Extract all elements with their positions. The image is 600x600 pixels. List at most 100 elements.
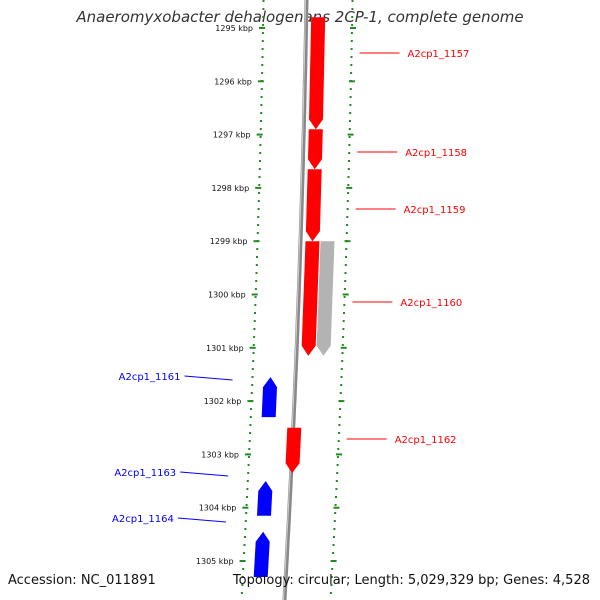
scale-dot bbox=[258, 192, 261, 194]
scale-tick-label: 1296 kbp bbox=[214, 77, 252, 86]
outer-scale-dot bbox=[335, 480, 338, 482]
outer-scale-dot bbox=[340, 368, 343, 370]
scale-dot bbox=[252, 344, 255, 346]
outer-scale-dot bbox=[346, 200, 349, 202]
outer-scale-dot bbox=[350, 56, 353, 58]
outer-scale-dot bbox=[349, 88, 352, 90]
scale-dot bbox=[249, 432, 252, 434]
outer-scale-tick bbox=[348, 80, 355, 83]
gene-arrow-a2cp1-1162 bbox=[285, 427, 302, 474]
scale-dot bbox=[247, 472, 250, 474]
scale-tick bbox=[257, 80, 264, 83]
outer-scale-dot bbox=[349, 96, 352, 98]
scale-dot bbox=[249, 424, 252, 426]
outer-scale-dot bbox=[343, 296, 346, 298]
outer-scale-dot bbox=[346, 224, 349, 226]
outer-scale-dot bbox=[349, 120, 351, 122]
scale-dot bbox=[262, 24, 265, 26]
scale-dot bbox=[262, 16, 265, 18]
leader-line-a2cp1-1161 bbox=[184, 375, 233, 381]
scale-tick bbox=[239, 560, 246, 562]
scale-dot bbox=[248, 440, 251, 442]
scale-dot bbox=[244, 528, 247, 530]
scale-dot bbox=[247, 456, 250, 458]
outer-scale-dot bbox=[348, 128, 351, 130]
gene-label-a2cp1-1164: A2cp1_1164 bbox=[112, 514, 174, 525]
scale-dot bbox=[257, 224, 260, 226]
scale-dot bbox=[244, 536, 246, 538]
outer-scale-tick bbox=[344, 240, 351, 243]
outer-scale-dot bbox=[346, 216, 349, 218]
scale-dot bbox=[245, 504, 248, 506]
outer-scale-dot bbox=[335, 488, 338, 490]
outer-scale-dot bbox=[351, 8, 354, 10]
scale-tick-label: 1298 kbp bbox=[211, 184, 249, 193]
scale-dot bbox=[260, 104, 263, 106]
scale-tick bbox=[249, 346, 256, 349]
outer-scale-dot bbox=[337, 448, 340, 450]
scale-dot bbox=[255, 272, 258, 274]
scale-dot bbox=[261, 72, 264, 74]
scale-dot bbox=[257, 208, 260, 210]
gene-label-a2cp1-1160: A2cp1_1160 bbox=[400, 298, 462, 309]
scale-dot bbox=[262, 8, 265, 10]
outer-scale-dot bbox=[334, 504, 337, 506]
scale-layer: 1295 kbp 1296 kbp 1297 kbp 1298 kbp 1299 kbp… bbox=[196, 0, 356, 594]
gene-arrow-a2cp1-1163 bbox=[257, 481, 273, 516]
outer-scale-tick bbox=[336, 453, 342, 456]
outer-scale-dot bbox=[333, 536, 335, 538]
outer-scale-dot bbox=[341, 352, 344, 354]
scale-dot bbox=[261, 32, 264, 34]
scale-dot bbox=[257, 216, 260, 218]
gene-arrow-a2cp1-1159 bbox=[305, 169, 322, 242]
scale-dot bbox=[259, 152, 262, 154]
outer-scale-tick bbox=[333, 506, 340, 509]
outer-scale-dot bbox=[336, 456, 339, 458]
outer-scale-dot bbox=[333, 528, 336, 530]
scale-dot bbox=[244, 520, 247, 522]
outer-scale-dot bbox=[347, 168, 350, 170]
scale-dot bbox=[247, 464, 250, 466]
outer-scale-dot bbox=[338, 424, 341, 426]
scale-tick bbox=[253, 240, 260, 243]
scale-dot bbox=[259, 128, 262, 130]
scale-dot bbox=[243, 552, 246, 554]
scale-dot bbox=[259, 160, 261, 162]
outer-scale-tick bbox=[347, 133, 354, 136]
scale-dot bbox=[252, 360, 255, 362]
outer-scale-dot bbox=[337, 440, 340, 442]
outer-scale-dot bbox=[333, 520, 336, 522]
label-layer: A2cp1_1157 A2cp1_1158 A2cp1_1159 A2cp1_1160… bbox=[112, 49, 469, 525]
scale-dot bbox=[253, 320, 256, 322]
outer-scale-dot bbox=[340, 384, 343, 386]
outer-scale-dot bbox=[350, 72, 353, 74]
scale-tick bbox=[251, 293, 258, 296]
gene-label-a2cp1-1157: A2cp1_1157 bbox=[408, 49, 470, 60]
scale-dot bbox=[259, 144, 262, 146]
outer-scale-dot bbox=[341, 344, 344, 346]
scale-tick-label: 1299 kbp bbox=[210, 237, 248, 246]
scale-dot bbox=[251, 384, 254, 386]
scale-tick bbox=[255, 186, 262, 189]
scale-dot bbox=[253, 328, 256, 330]
outer-scale-dot bbox=[336, 464, 339, 466]
scale-dot bbox=[256, 248, 259, 250]
gene-arrow-a2cp1-1160 bbox=[301, 241, 320, 356]
outer-scale-dot bbox=[350, 40, 353, 42]
gene-label-a2cp1-1158: A2cp1_1158 bbox=[405, 148, 467, 159]
scale-dot bbox=[241, 584, 244, 586]
scale-dot bbox=[259, 136, 262, 138]
outer-scale-dot bbox=[351, 24, 354, 26]
scale-dot bbox=[256, 256, 258, 258]
outer-scale-dot bbox=[343, 288, 346, 290]
outer-scale-dot bbox=[341, 360, 344, 362]
scale-dot bbox=[260, 96, 263, 98]
scale-tick-label: 1303 kbp bbox=[201, 450, 239, 459]
outer-scale-dot bbox=[349, 104, 352, 106]
outer-scale-dot bbox=[342, 328, 345, 330]
scale-tick bbox=[259, 27, 265, 29]
scale-dot bbox=[258, 184, 261, 186]
gene-arrow-a2cp1-1157 bbox=[309, 17, 326, 130]
outer-scale-dot bbox=[348, 144, 351, 146]
